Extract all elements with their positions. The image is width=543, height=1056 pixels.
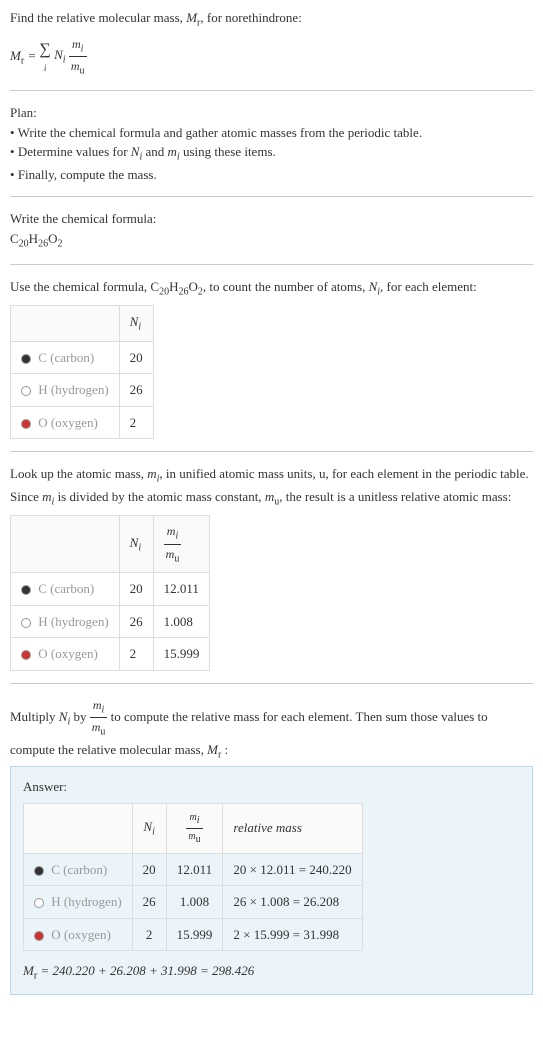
count-section: Use the chemical formula, C20H26O2, to c… — [10, 277, 533, 440]
count-table: Ni C (carbon) 20 H (hydrogen) 26 O (oxyg… — [10, 305, 154, 439]
element-dot-icon — [21, 618, 31, 628]
answer-label: Answer: — [23, 777, 520, 797]
multiply-text: Multiply Ni by mimu to compute the relat… — [10, 696, 533, 762]
chem-formula-section: Write the chemical formula: C20H26O2 — [10, 209, 533, 251]
table-row: H (hydrogen) 26 1.008 — [11, 605, 210, 638]
Ni-cell: 26 — [119, 605, 153, 638]
element-dot-icon — [21, 386, 31, 396]
element-dot-icon — [21, 354, 31, 364]
element-dot-icon — [34, 931, 44, 941]
relmass-cell: 20 × 12.011 = 240.220 — [223, 853, 362, 886]
elem-cell: C (carbon) — [24, 853, 133, 886]
table-row: O (oxygen) 2 15.999 — [11, 638, 210, 671]
mass-cell: 12.011 — [166, 853, 223, 886]
divider — [10, 683, 533, 684]
intro-equation: Mr = ∑ i Ni mimu — [10, 35, 533, 79]
mass-table: Ni mimu C (carbon) 20 12.011 H (hydrogen… — [10, 515, 210, 670]
element-dot-icon — [21, 650, 31, 660]
element-dot-icon — [34, 898, 44, 908]
plan-list: Write the chemical formula and gather at… — [10, 123, 533, 185]
Ni-cell: 2 — [132, 918, 166, 951]
table-row: C (carbon) 20 12.011 20 × 12.011 = 240.2… — [24, 853, 363, 886]
Ni-cell: 2 — [119, 638, 153, 671]
table-header-empty — [11, 516, 120, 573]
plan-section: Plan: Write the chemical formula and gat… — [10, 103, 533, 184]
Ni-cell: 20 — [119, 573, 153, 606]
divider — [10, 451, 533, 452]
divider — [10, 90, 533, 91]
intro-section: Find the relative molecular mass, Mr, fo… — [10, 8, 533, 78]
table-header-empty — [11, 306, 120, 342]
intro-text: Find the relative molecular mass, Mr, fo… — [10, 8, 533, 31]
element-dot-icon — [21, 585, 31, 595]
count-text: Use the chemical formula, C20H26O2, to c… — [10, 277, 533, 300]
plan-item: Write the chemical formula and gather at… — [10, 123, 533, 143]
divider — [10, 264, 533, 265]
table-row: H (hydrogen) 26 — [11, 374, 154, 407]
relmass-cell: 2 × 15.999 = 31.998 — [223, 918, 362, 951]
divider — [10, 196, 533, 197]
final-equation: Mr = 240.220 + 26.208 + 31.998 = 298.426 — [23, 961, 520, 984]
mass-cell: 12.011 — [153, 573, 210, 606]
chem-formula-text: Write the chemical formula: — [10, 209, 533, 229]
elem-cell: C (carbon) — [11, 573, 120, 606]
plan-item: Determine values for Ni and mi using the… — [10, 142, 533, 165]
elem-cell: O (oxygen) — [24, 918, 133, 951]
Ni-cell: 20 — [119, 341, 153, 374]
mass-text: Look up the atomic mass, mi, in unified … — [10, 464, 533, 509]
mass-cell: 1.008 — [153, 605, 210, 638]
table-row: O (oxygen) 2 — [11, 406, 154, 439]
Ni-cell: 26 — [132, 886, 166, 919]
answer-table: Ni mimu relative mass C (carbon) 20 12.0… — [23, 803, 363, 952]
relmass-cell: 26 × 1.008 = 26.208 — [223, 886, 362, 919]
table-header-frac: mimu — [153, 516, 210, 573]
Ni-cell: 20 — [132, 853, 166, 886]
answer-box: Answer: Ni mimu relative mass C (carbon)… — [10, 766, 533, 995]
chem-formula: C20H26O2 — [10, 229, 533, 252]
table-row: C (carbon) 20 — [11, 341, 154, 374]
table-header-Ni: Ni — [119, 516, 153, 573]
table-header-empty — [24, 803, 133, 853]
multiply-section: Multiply Ni by mimu to compute the relat… — [10, 696, 533, 995]
table-row: C (carbon) 20 12.011 — [11, 573, 210, 606]
Ni-cell: 26 — [119, 374, 153, 407]
plan-item: Finally, compute the mass. — [10, 165, 533, 185]
element-dot-icon — [21, 419, 31, 429]
table-header-relmass: relative mass — [223, 803, 362, 853]
plan-heading: Plan: — [10, 103, 533, 123]
mass-cell: 15.999 — [153, 638, 210, 671]
element-dot-icon — [34, 866, 44, 876]
elem-cell: O (oxygen) — [11, 638, 120, 671]
elem-cell: H (hydrogen) — [24, 886, 133, 919]
mass-cell: 15.999 — [166, 918, 223, 951]
table-header-Ni: Ni — [119, 306, 153, 342]
mass-cell: 1.008 — [166, 886, 223, 919]
table-header-frac: mimu — [166, 803, 223, 853]
elem-cell: O (oxygen) — [11, 406, 120, 439]
elem-cell: H (hydrogen) — [11, 605, 120, 638]
table-header-Ni: Ni — [132, 803, 166, 853]
elem-cell: C (carbon) — [11, 341, 120, 374]
elem-cell: H (hydrogen) — [11, 374, 120, 407]
mass-section: Look up the atomic mass, mi, in unified … — [10, 464, 533, 670]
Ni-cell: 2 — [119, 406, 153, 439]
table-row: O (oxygen) 2 15.999 2 × 15.999 = 31.998 — [24, 918, 363, 951]
table-row: H (hydrogen) 26 1.008 26 × 1.008 = 26.20… — [24, 886, 363, 919]
